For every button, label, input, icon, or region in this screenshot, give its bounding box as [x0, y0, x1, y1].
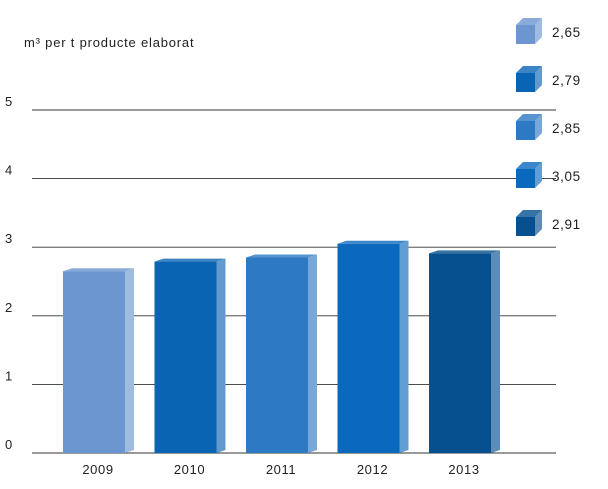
legend-swatch	[516, 73, 535, 92]
legend-swatch-top	[516, 162, 542, 169]
legend-value: 2,79	[552, 73, 581, 88]
y-tick-label-1: 1	[5, 368, 13, 383]
legend-item-1: 2,65	[516, 18, 581, 44]
bar-top-2013	[429, 250, 500, 254]
legend-item-4: 3,05	[516, 162, 581, 188]
legend-swatch	[516, 121, 535, 140]
legend-swatch-side	[535, 210, 542, 236]
x-axis-ticks: 2009 2010 2011 2012 2013	[82, 462, 479, 477]
y-tick-label-5: 5	[5, 94, 13, 109]
legend-value: 2,85	[552, 121, 581, 136]
legend-item-3: 2,85	[516, 114, 581, 140]
bar-top-2011	[246, 254, 317, 258]
x-tick-label-2009: 2009	[82, 462, 113, 477]
bar-side-2012	[399, 240, 409, 453]
legend: 2,65 2,79 2,85 3,05 2,91	[516, 18, 581, 236]
bar-side-2010	[216, 258, 226, 453]
y-tick-label-0: 0	[5, 437, 13, 452]
bars	[63, 240, 500, 453]
x-tick-label-2013: 2013	[448, 462, 479, 477]
legend-swatch-top	[516, 66, 542, 73]
x-tick-label-2010: 2010	[174, 462, 205, 477]
legend-swatch	[516, 25, 535, 44]
bar-front-2009	[63, 271, 125, 453]
y-tick-label-3: 3	[5, 231, 13, 246]
bar-2009	[63, 268, 134, 453]
legend-swatch	[516, 169, 535, 188]
legend-swatch-side	[535, 66, 542, 92]
legend-value: 2,65	[552, 25, 581, 40]
legend-swatch-side	[535, 18, 542, 44]
bar-side-2009	[125, 268, 134, 453]
legend-value: 2,91	[552, 217, 581, 232]
bar-2011	[246, 254, 317, 453]
legend-item-2: 2,79	[516, 66, 581, 92]
bar-2013	[429, 250, 500, 453]
bar-top-2010	[154, 258, 226, 262]
bar-2010	[154, 258, 226, 453]
legend-item-5: 2,91	[516, 210, 581, 236]
legend-swatch-top	[516, 114, 542, 121]
bar-front-2013	[429, 253, 491, 453]
bar-front-2012	[337, 243, 400, 453]
legend-swatch	[516, 217, 535, 236]
legend-swatch-top	[516, 18, 542, 25]
y-tick-label-4: 4	[5, 163, 13, 178]
bar-front-2010	[154, 261, 217, 453]
bar-top-2012	[337, 240, 409, 244]
y-tick-label-2: 2	[5, 300, 13, 315]
bar-side-2013	[491, 250, 500, 453]
legend-swatch-top	[516, 210, 542, 217]
x-tick-label-2012: 2012	[357, 462, 388, 477]
bar-side-2011	[308, 254, 317, 453]
legend-swatch-side	[535, 114, 542, 140]
bar-front-2011	[246, 257, 308, 453]
bar-2012	[337, 240, 409, 453]
legend-swatch-side	[535, 162, 542, 188]
x-tick-label-2011: 2011	[266, 462, 296, 477]
legend-value: 3,05	[552, 169, 581, 184]
bar-top-2009	[63, 268, 134, 272]
y-axis-unit-label: m³ per t producte elaborat	[24, 35, 194, 50]
y-axis-ticks: 0 1 2 3 4 5	[5, 94, 13, 452]
